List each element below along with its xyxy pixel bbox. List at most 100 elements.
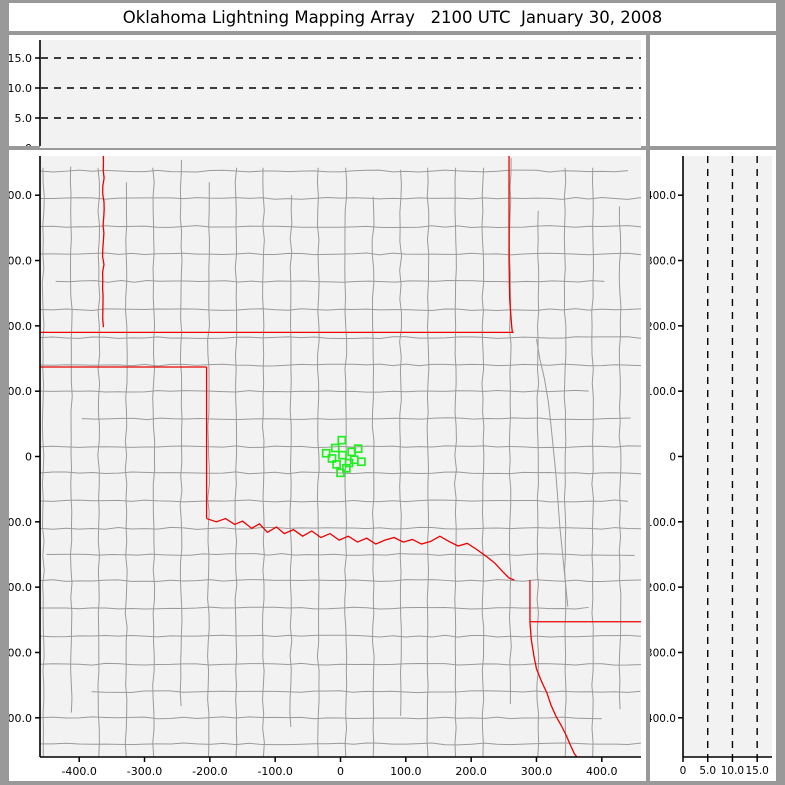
county-line <box>97 167 101 757</box>
axis-tick-label: -300.0 <box>650 647 676 659</box>
plan-view-map-panel[interactable]: -400.0 -300.0 -200.0 -100.0 0 100.0 200.0 300.0… <box>9 150 646 781</box>
altitude-histogram-plot-area[interactable] <box>654 39 772 142</box>
county-line <box>371 196 375 757</box>
county-line <box>40 634 641 638</box>
axis-tick-label: 5.0 <box>699 765 716 777</box>
county-line <box>289 195 293 727</box>
county-line <box>399 169 403 716</box>
county-line <box>41 167 45 757</box>
axis-tick-label: 0 <box>337 765 344 778</box>
county-line <box>261 167 265 757</box>
plan-view-map-axes: -400.0 -300.0 -200.0 -100.0 0 100.0 200.0 300.0… <box>9 156 641 778</box>
axis-tick-label: -400.0 <box>9 712 32 725</box>
axis-tick-label: 0 <box>25 142 32 146</box>
county-line <box>81 417 631 421</box>
axis-tick-label: 400.0 <box>586 765 618 778</box>
lightning-source-marker <box>330 443 340 453</box>
time-altitude-axes: 05.010.015.0-400.0-300.0-200.0-100.00100… <box>9 40 641 146</box>
axis-tick-label: 10.0 <box>721 765 744 777</box>
axis-tick-label: -100.0 <box>650 517 676 529</box>
state-border-texas-louisiana <box>529 621 578 757</box>
county-line <box>40 579 641 583</box>
lightning-source-marker <box>338 450 347 460</box>
county-line <box>40 389 589 393</box>
axis-tick-label: 100.0 <box>9 385 32 398</box>
county-line <box>46 553 635 556</box>
county-line <box>40 742 641 746</box>
axis-tick-label: 200.0 <box>455 765 487 778</box>
axis-tick-label: 200.0 <box>650 321 676 333</box>
axis-tick-label: -300.0 <box>127 765 162 778</box>
state-border-colorado-kansas <box>101 156 105 328</box>
county-line <box>40 716 602 720</box>
county-line <box>481 167 485 757</box>
county-line <box>40 499 628 503</box>
axis-tick-label: 10.0 <box>9 82 32 95</box>
county-boundaries <box>40 157 641 757</box>
axis-tick-label: 100.0 <box>390 765 422 778</box>
axis-tick-label: -400.0 <box>650 713 676 725</box>
lightning-source-marker <box>353 444 363 454</box>
axis-tick-label: 400.0 <box>9 189 32 202</box>
axis-tick-label: 300.0 <box>521 765 553 778</box>
county-line <box>91 690 641 694</box>
county-line <box>618 206 622 710</box>
axis-tick-label: 200.0 <box>9 320 32 333</box>
axis-tick-label: -200.0 <box>9 581 32 594</box>
county-line <box>40 606 589 610</box>
lightning-source-markers <box>321 435 366 478</box>
axis-tick-label: 300.0 <box>9 255 32 268</box>
county-line <box>152 167 156 757</box>
axis-tick-label: -100.0 <box>257 765 292 778</box>
state-boundaries <box>40 156 641 757</box>
lightning-source-marker <box>332 459 341 469</box>
axis-tick-label: -400.0 <box>61 765 96 778</box>
axis-tick-label: 15.0 <box>745 765 768 777</box>
axis-tick-label: -300.0 <box>9 646 32 659</box>
county-line <box>55 279 605 283</box>
county-line <box>454 167 457 757</box>
county-line <box>426 167 430 757</box>
axis-tick-label: 300.0 <box>650 256 676 268</box>
axis-tick-label: 5.0 <box>15 112 33 125</box>
lightning-source-marker <box>321 448 331 458</box>
lightning-source-marker <box>327 454 337 463</box>
state-border-red-river <box>206 517 515 581</box>
state-border-kansas-missouri <box>508 156 513 333</box>
altitude-vs-north-panel[interactable]: -400.0 -300.0 -200.0 -100.0 0 100.0 200.0 300.0… <box>650 150 776 781</box>
axis-tick-label: 15.0 <box>9 52 32 65</box>
county-line <box>179 159 183 707</box>
time-altitude-panel[interactable]: 05.010.015.0-400.0-300.0-200.0-100.00100… <box>9 35 646 148</box>
map-geography <box>40 156 641 757</box>
lightning-source-marker <box>337 435 347 445</box>
axis-tick-label: -200.0 <box>650 582 676 594</box>
axis-tick-label: 100.0 <box>650 386 676 398</box>
county-line <box>40 336 641 340</box>
axis-tick-label: 400.0 <box>650 190 676 202</box>
altitude-vs-north-axes: -400.0 -300.0 -200.0 -100.0 0 100.0 200.0 300.0… <box>650 156 772 777</box>
lightning-source-marker <box>342 463 351 473</box>
county-line <box>40 308 641 311</box>
county-line <box>40 662 641 666</box>
county-line <box>316 167 320 757</box>
county-line <box>124 182 128 757</box>
county-line <box>40 471 641 475</box>
axis-tick-label: -100.0 <box>9 516 32 529</box>
axis-tick-label: 0 <box>25 451 32 464</box>
county-line <box>40 225 641 229</box>
axis-tick-label: -200.0 <box>192 765 227 778</box>
axis-tick-label: 0 <box>680 765 687 777</box>
county-line <box>40 526 641 530</box>
county-line <box>563 167 567 757</box>
lightning-source-marker <box>349 455 359 465</box>
county-line <box>40 445 641 449</box>
county-line <box>40 169 628 173</box>
county-line <box>591 167 594 757</box>
county-line <box>207 182 210 757</box>
lightning-source-marker <box>336 468 345 478</box>
river-line <box>535 338 569 607</box>
county-line <box>40 196 641 200</box>
altitude-histogram-panel[interactable] <box>650 35 776 146</box>
plan-view-map-plot-area[interactable] <box>40 156 641 757</box>
